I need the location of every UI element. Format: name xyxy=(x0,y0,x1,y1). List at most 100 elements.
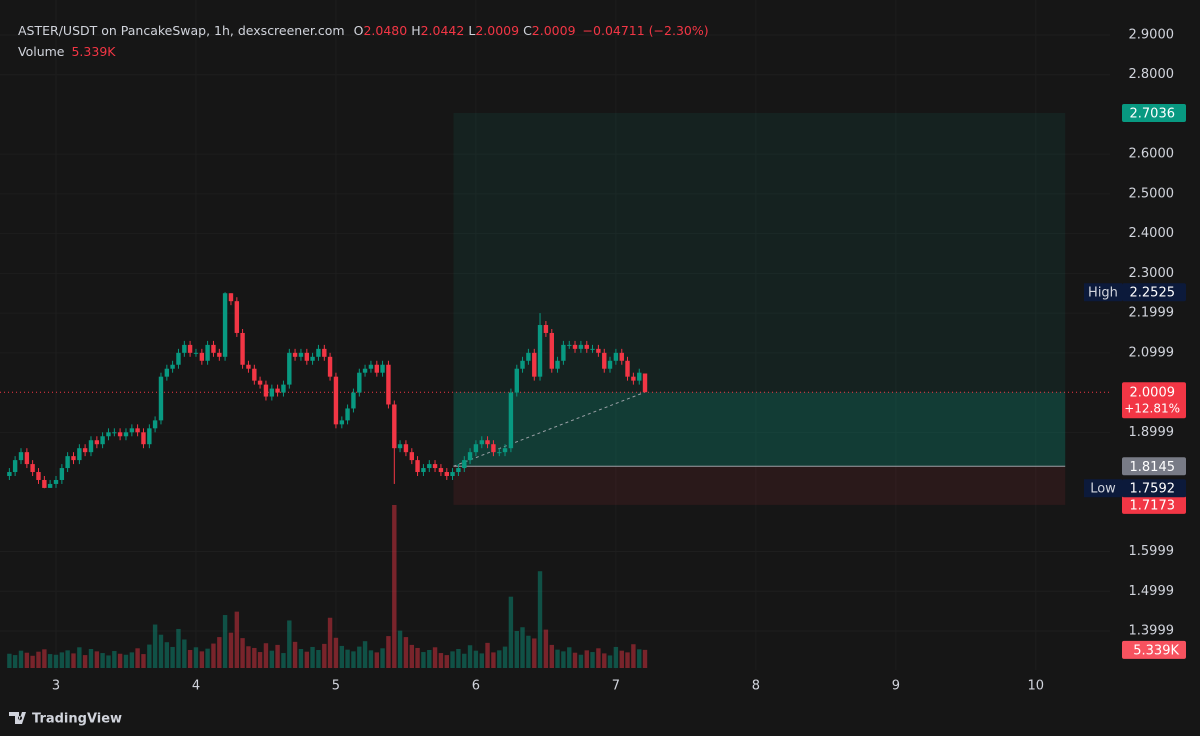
candle-body xyxy=(217,352,222,357)
volume-bar xyxy=(65,650,70,668)
candle-body xyxy=(7,472,12,477)
volume-bar xyxy=(182,639,187,668)
x-tick-label: 10 xyxy=(1028,679,1045,694)
volume-bar xyxy=(158,634,164,668)
volume-bar xyxy=(526,635,531,668)
candle-body xyxy=(602,352,607,369)
candle-body xyxy=(631,376,636,381)
volume-bar xyxy=(572,652,578,668)
candle-body xyxy=(561,344,566,361)
candle-body xyxy=(82,448,88,453)
volume-label-bg xyxy=(1122,640,1186,659)
logo-icon xyxy=(9,712,26,724)
volume-bar xyxy=(502,646,508,668)
candle-body xyxy=(590,348,595,350)
candle-body xyxy=(211,344,216,353)
volume-bar xyxy=(287,620,292,668)
price-label-bg xyxy=(1122,495,1186,514)
price-label: 2.7036 xyxy=(1130,107,1176,122)
y-tick-label: 2.3000 xyxy=(1129,266,1175,281)
volume-bar xyxy=(53,654,59,668)
volume-bar xyxy=(549,644,554,668)
volume-bar xyxy=(263,643,269,668)
candle-body xyxy=(135,428,140,433)
volume-bar xyxy=(380,648,385,668)
volume-bar xyxy=(316,650,321,668)
x-tick-label: 6 xyxy=(472,679,480,694)
position-link xyxy=(453,391,646,467)
candle-body xyxy=(47,483,53,488)
volume-bar xyxy=(141,654,146,668)
candle-body xyxy=(392,404,397,449)
candle-body xyxy=(368,364,374,369)
marker-name: High xyxy=(1088,286,1118,301)
ohlc-key: L xyxy=(468,23,476,38)
volume-bar xyxy=(333,637,339,668)
volume-bar xyxy=(187,650,193,668)
volume-legend-row: Volume 5.339K xyxy=(18,41,712,62)
candle-body xyxy=(386,364,391,405)
volume-bar xyxy=(637,649,642,668)
volume-bar xyxy=(193,647,199,668)
volume-bar xyxy=(497,650,502,668)
marker-name: Low xyxy=(1090,482,1116,497)
volume-bar xyxy=(106,655,111,668)
candle-body xyxy=(567,344,572,346)
last-price-label: 2.0009 xyxy=(1130,386,1176,401)
candle-body xyxy=(345,408,350,421)
candle-body xyxy=(537,325,543,377)
volume-bar xyxy=(386,636,391,668)
price-label-bg xyxy=(1122,104,1186,123)
volume-bar xyxy=(456,648,461,668)
candle-body xyxy=(193,352,199,354)
candle-body xyxy=(584,344,589,349)
candle-body xyxy=(543,325,549,333)
volume-bar xyxy=(298,648,304,668)
volume-bar xyxy=(415,647,420,668)
candle-body xyxy=(36,472,41,480)
volume-bar xyxy=(567,647,572,668)
volume-bar xyxy=(444,655,449,668)
candle-body xyxy=(462,460,467,469)
y-tick-label: 2.5000 xyxy=(1129,186,1175,201)
volume-bar xyxy=(491,652,496,668)
candle-body xyxy=(339,420,345,425)
candle-body xyxy=(106,432,111,437)
candle-body xyxy=(502,448,508,453)
volume-bar xyxy=(123,654,129,668)
volume-bar xyxy=(117,653,123,668)
candle-body xyxy=(292,352,298,357)
volume-bar xyxy=(327,617,333,668)
candle-body xyxy=(129,428,135,433)
volume-bar xyxy=(561,651,566,668)
volume-bar xyxy=(12,655,18,668)
candle-body xyxy=(42,479,47,488)
candle-body xyxy=(170,364,175,369)
candle-body xyxy=(572,344,578,349)
candle-body xyxy=(497,452,502,454)
candle-body xyxy=(117,432,123,437)
volume-bar xyxy=(397,630,403,668)
volume-bar xyxy=(514,630,519,668)
volume-bar xyxy=(205,648,210,668)
price-label-bg xyxy=(1122,479,1186,498)
candle-body xyxy=(555,360,560,369)
volume-bar xyxy=(77,647,82,668)
ohlc-key: O xyxy=(353,23,364,38)
marker-name-bg xyxy=(1084,479,1122,498)
candle-body xyxy=(275,388,280,393)
candle-body xyxy=(374,364,380,373)
volume-bar xyxy=(152,624,158,668)
candle-body xyxy=(508,392,514,449)
candle-body xyxy=(281,384,286,393)
candle-body xyxy=(473,444,479,453)
volume-bar xyxy=(596,648,601,668)
y-tick-label: 2.4000 xyxy=(1129,226,1175,241)
volume-bar xyxy=(368,650,374,668)
candle-body xyxy=(432,464,438,469)
volume-bar xyxy=(71,653,76,668)
candle-body xyxy=(526,352,531,361)
volume-bar xyxy=(520,627,525,668)
